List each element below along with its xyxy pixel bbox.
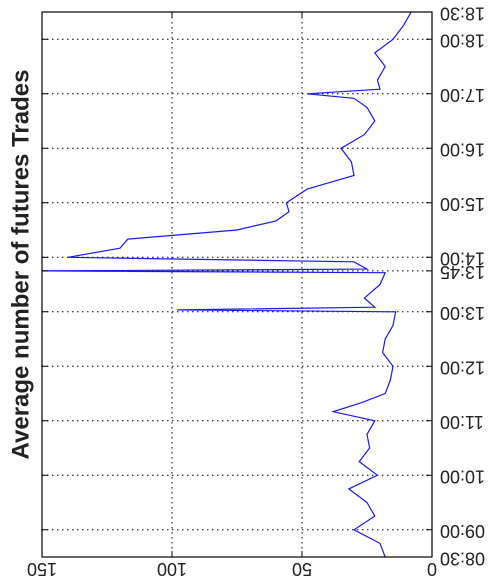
y-axis-label: Average number of futures Trades bbox=[7, 70, 34, 460]
x-tick-label: 11:00 bbox=[440, 412, 484, 432]
x-tick-label: 08:30 bbox=[440, 548, 485, 568]
x-tick-label: 14:00 bbox=[440, 249, 485, 269]
x-tick-label: 13:45 bbox=[440, 262, 485, 282]
y-tick-label: 0 bbox=[427, 559, 437, 579]
ticks bbox=[41, 11, 433, 558]
x-tick-label: 12:00 bbox=[440, 358, 485, 378]
y-tick-labels: 0 50 100 150 bbox=[27, 559, 437, 579]
x-tick-labels: 08:30 09:00 10:00 11:00 12:00 13:00 13:4514:00… bbox=[440, 3, 485, 568]
x-tick-label: 16:00 bbox=[440, 140, 485, 160]
x-tick-label: 13:00 bbox=[440, 303, 485, 323]
x-tick-label: 10:00 bbox=[440, 467, 485, 487]
y-tick-label: 50 bbox=[292, 559, 312, 579]
axes-frame bbox=[41, 11, 433, 558]
y-tick-label: 100 bbox=[157, 559, 187, 579]
x-tick-label: 09:00 bbox=[440, 521, 485, 541]
x-tick-label: 17:00 bbox=[440, 85, 485, 105]
y-tick-label: 150 bbox=[27, 559, 57, 579]
x-tick-label: 18:00 bbox=[440, 31, 485, 51]
x-tick-label: 15:00 bbox=[440, 194, 485, 214]
x-tick-label: 18:30 bbox=[440, 3, 485, 23]
